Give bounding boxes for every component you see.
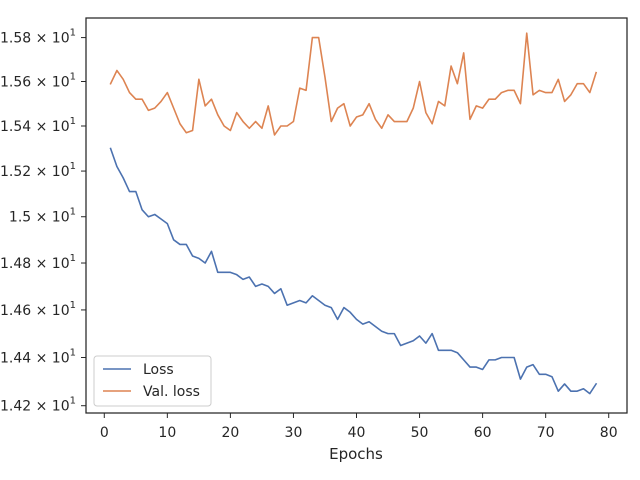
x-tick-label: 80 bbox=[600, 425, 618, 441]
x-tick-label: 20 bbox=[221, 425, 239, 441]
legend-label-val-loss: Val. loss bbox=[143, 384, 200, 400]
legend-label-loss: Loss bbox=[143, 362, 174, 378]
y-axis: 1.42 × 101 1.44 × 101 1.46 × 101 1.48 × 101… bbox=[0, 28, 86, 415]
series-line-val-loss bbox=[109, 32, 598, 136]
series-line-loss bbox=[109, 147, 598, 395]
y-tick-label: 1.5 × 101 bbox=[9, 207, 76, 226]
y-tick-label: 1.42 × 101 bbox=[0, 396, 76, 415]
y-tick-label: 1.48 × 101 bbox=[0, 253, 76, 272]
y-tick-label: 1.58 × 101 bbox=[0, 28, 76, 47]
x-tick-label: 10 bbox=[158, 425, 176, 441]
x-tick-label: 60 bbox=[474, 425, 492, 441]
y-tick-label: 1.44 × 101 bbox=[0, 347, 76, 366]
y-tick-label: 1.56 × 101 bbox=[0, 72, 76, 91]
x-tick-label: 0 bbox=[100, 425, 109, 441]
x-tick-label: 70 bbox=[537, 425, 555, 441]
plot-area bbox=[86, 18, 627, 413]
x-tick-label: 50 bbox=[411, 425, 429, 441]
series-layer bbox=[109, 32, 598, 395]
y-tick-label: 1.46 × 101 bbox=[0, 300, 76, 319]
x-axis-label: Epochs bbox=[329, 445, 383, 463]
y-tick-label: 1.54 × 101 bbox=[0, 116, 76, 135]
y-tick-label: 1.52 × 101 bbox=[0, 161, 76, 180]
x-tick-label: 40 bbox=[348, 425, 366, 441]
x-tick-label: 30 bbox=[285, 425, 303, 441]
x-axis: 0 10 20 30 40 50 60 70 80 bbox=[100, 413, 618, 441]
legend: Loss Val. loss bbox=[93, 355, 212, 407]
